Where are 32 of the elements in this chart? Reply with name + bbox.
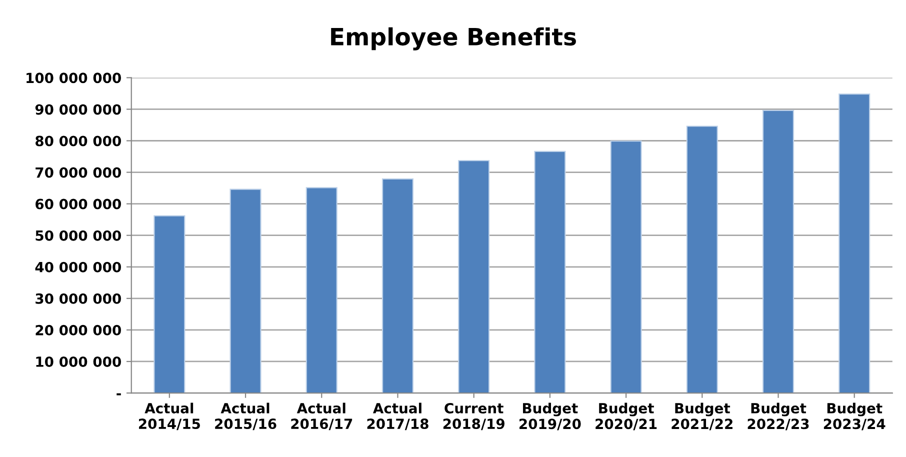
x-tick-label: Budget 2022/23 [748, 402, 809, 430]
bar [838, 94, 870, 394]
chart-title: Employee Benefits [331, 27, 576, 50]
x-tick-label: Actual 2015/16 [215, 402, 276, 430]
y-tick-label: 80 000 000 [36, 136, 121, 146]
x-tick-label: Actual 2017/18 [367, 402, 428, 430]
y-tick-label: 10 000 000 [36, 356, 121, 367]
x-tick-label: Budget 2019/20 [520, 402, 581, 430]
x-tick-label: Budget 2020/21 [596, 402, 657, 430]
y-tick-label: - [116, 393, 121, 396]
bar [458, 160, 490, 394]
bar [686, 126, 718, 394]
x-tick-label: Actual 2014/15 [138, 402, 200, 430]
y-tick-label: 70 000 000 [36, 167, 121, 178]
bar [230, 188, 262, 394]
bar [382, 178, 414, 394]
y-tick-label: 60 000 000 [36, 198, 121, 210]
x-tick-label: Budget 2023/24 [824, 402, 886, 430]
y-tick-label: 100 000 000 [26, 72, 121, 84]
x-tick-label: Current 2018/19 [443, 402, 504, 430]
bar [762, 110, 794, 394]
bar [610, 140, 642, 394]
y-tick-label: 40 000 000 [35, 262, 121, 272]
x-tick-label: Actual 2016/17 [291, 402, 352, 430]
bar [154, 215, 186, 394]
bar [534, 150, 566, 394]
y-tick-label: 50 000 000 [36, 230, 121, 241]
y-tick-label: 90 000 000 [35, 104, 121, 115]
bar [306, 187, 338, 394]
y-tick-label: 30 000 000 [36, 293, 121, 304]
y-tick-label: 20 000 000 [36, 324, 121, 336]
x-tick-label: Budget 2021/22 [672, 402, 732, 430]
